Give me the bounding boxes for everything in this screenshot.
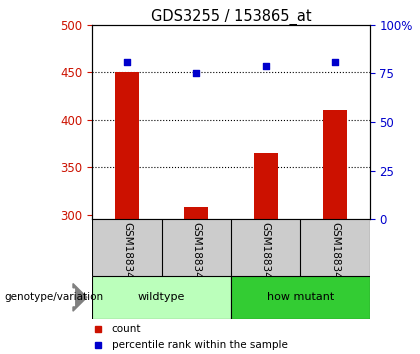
Text: GSM188346: GSM188346 xyxy=(192,222,201,286)
Bar xyxy=(115,72,139,219)
Text: GSM188345: GSM188345 xyxy=(261,222,270,286)
Bar xyxy=(323,110,347,219)
Text: how mutant: how mutant xyxy=(267,292,334,302)
Bar xyxy=(184,207,208,219)
Point xyxy=(193,70,200,76)
FancyArrow shape xyxy=(73,284,87,311)
Bar xyxy=(231,276,370,319)
Text: percentile rank within the sample: percentile rank within the sample xyxy=(112,340,288,350)
Text: GSM188347: GSM188347 xyxy=(330,222,340,286)
Text: count: count xyxy=(112,324,141,334)
Bar xyxy=(92,276,231,319)
Text: wildtype: wildtype xyxy=(138,292,185,302)
Text: genotype/variation: genotype/variation xyxy=(4,292,103,302)
Bar xyxy=(254,153,278,219)
Text: GSM188344: GSM188344 xyxy=(122,222,132,286)
Point xyxy=(124,59,131,64)
Point xyxy=(332,59,339,64)
Title: GDS3255 / 153865_at: GDS3255 / 153865_at xyxy=(151,8,311,25)
Point xyxy=(262,63,269,68)
